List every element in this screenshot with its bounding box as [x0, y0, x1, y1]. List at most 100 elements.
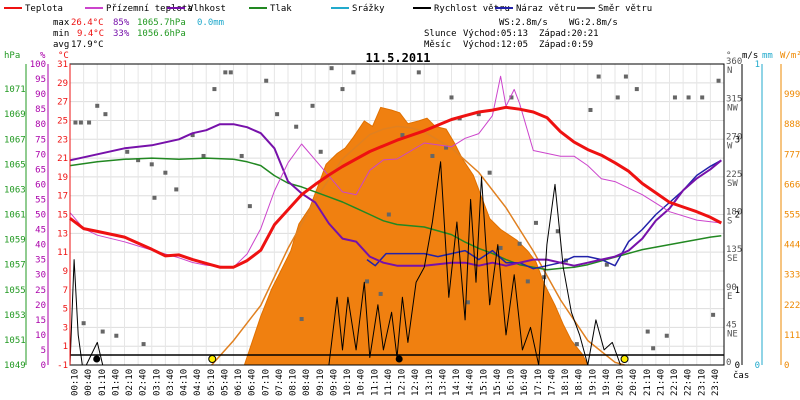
wind-direction-point — [596, 74, 601, 79]
wind-direction-point — [125, 149, 130, 154]
stats-moonrise: Východ:12:05 — [463, 40, 528, 50]
axis-tick-humidity: 55 — [35, 195, 46, 205]
stats-min-humidity: 33% — [113, 29, 130, 39]
wind-direction-point — [299, 317, 304, 322]
time-label: 18:40 — [575, 369, 585, 396]
wind-direction-point — [310, 103, 315, 108]
axis-tick-pressure: 1071 — [4, 85, 26, 95]
wind-direction-point — [212, 87, 217, 92]
axis-tick-direction: 135 — [726, 245, 742, 255]
axis-tick-direction-label: SW — [727, 179, 738, 189]
wind-direction-point — [351, 70, 356, 75]
temperature-line — [69, 105, 722, 269]
time-label: 17:40 — [547, 369, 557, 396]
plot-area: 1049105110531055105710591061106310651067… — [4, 57, 800, 396]
axis-tick-humidity: 45 — [35, 226, 46, 236]
time-label: 06:10 — [234, 369, 244, 396]
wind-direction-point — [223, 70, 228, 75]
solar-radiation-area — [243, 106, 589, 366]
axis-tick-pressure: 1063 — [4, 185, 26, 195]
axis-tick-temperature: 5 — [63, 305, 68, 315]
legend-label-vlhkost: Vlhkost — [188, 4, 226, 14]
time-label: 13:10 — [425, 369, 435, 396]
axis-tick-wind: 2 — [735, 211, 740, 221]
axis-tick-humidity: 70 — [35, 150, 46, 160]
wind-direction-point — [294, 124, 299, 129]
axis-tick-humidity: 0 — [41, 361, 46, 371]
axis-unit-mm: mm — [762, 51, 773, 61]
time-label: 11:40 — [384, 369, 394, 396]
axis-tick-humidity: 90 — [35, 90, 46, 100]
time-label: 15:40 — [493, 369, 503, 396]
axis-tick-pressure: 1053 — [4, 311, 26, 321]
wind-direction-point — [686, 95, 691, 100]
time-label: 03:40 — [166, 369, 176, 396]
time-label: 20:10 — [616, 369, 626, 396]
axis-tick-pressure: 1055 — [4, 286, 26, 296]
axis-tick-rain: 0 — [755, 361, 760, 371]
legend-label-tlak: Tlak — [270, 4, 292, 14]
stats-moonset: Západ:0:59 — [539, 40, 593, 50]
time-label: 14:10 — [452, 369, 462, 396]
wind-direction-point — [542, 275, 547, 280]
wind-direction-point — [201, 153, 206, 158]
stats-moon-label: Měsíc — [424, 40, 451, 50]
wind-direction-point — [318, 149, 323, 154]
moonset-marker — [93, 355, 101, 363]
time-label: 06:40 — [248, 369, 258, 396]
legend-label-rychlost-vetru: Rychlost větru — [434, 4, 510, 14]
axis-tick-temperature: 9 — [63, 267, 68, 277]
left-axes: 1049105110531055105710591061106310651067… — [4, 60, 71, 371]
legend-label-prizemni-teplota: Přízemní teplota — [106, 4, 193, 14]
stats-wind-speed: WS:2.8m/s — [499, 18, 548, 28]
axis-tick-temperature: 25 — [57, 116, 68, 126]
axis-tick-humidity: 35 — [35, 256, 46, 266]
stats-avg-label: avg — [53, 40, 69, 50]
sunrise-marker — [208, 355, 217, 363]
wind-direction-point — [476, 112, 481, 117]
time-label: 01:40 — [111, 369, 121, 396]
legend-label-srazky: Srážky — [352, 4, 385, 14]
wind-direction-point — [651, 346, 656, 351]
axis-tick-humidity: 10 — [35, 331, 46, 341]
axis-tick-direction-label: NW — [727, 104, 738, 114]
wind-direction-point — [615, 95, 620, 100]
time-label: 16:40 — [520, 369, 530, 396]
legend-label-smer-vetru: Směr větru — [598, 4, 652, 14]
wind-direction-point — [711, 312, 716, 317]
wind-direction-point — [114, 333, 119, 338]
axis-tick-temperature: 29 — [57, 79, 68, 89]
time-label: 17:10 — [534, 369, 544, 396]
wind-direction-point — [574, 342, 579, 347]
axis-tick-rain: 1 — [755, 60, 760, 70]
axis-tick-solar: 999 — [784, 90, 800, 100]
ground-temperature-line — [69, 75, 722, 268]
time-label: 12:10 — [398, 369, 408, 396]
time-label: 09:10 — [316, 369, 326, 396]
axis-tick-humidity: 50 — [35, 211, 46, 221]
wind-direction-point — [95, 103, 100, 108]
axis-tick-wind: 0 — [735, 361, 740, 371]
wind-direction-point — [604, 262, 609, 267]
wind-direction-point — [386, 212, 391, 217]
time-label: 11:10 — [370, 369, 380, 396]
wind-direction-point — [264, 78, 269, 83]
stats-avg-temp: 17.9°C — [71, 40, 104, 50]
axis-tick-solar: 0 — [784, 361, 789, 371]
wind-direction-point — [239, 153, 244, 158]
wind-direction-point — [174, 187, 179, 192]
axis-tick-pressure: 1067 — [4, 135, 26, 145]
wind-direction-point — [634, 87, 639, 92]
axis-unit-hpa: hPa — [4, 51, 20, 61]
wind-direction-point — [525, 279, 530, 284]
solar-theoretical-line — [211, 125, 625, 366]
axis-tick-humidity: 20 — [35, 301, 46, 311]
axis-tick-temperature: 1 — [63, 342, 68, 352]
time-label: 04:40 — [193, 369, 203, 396]
axis-tick-direction-label: N — [727, 66, 732, 76]
wind-direction-point — [190, 133, 195, 138]
time-label: 16:10 — [507, 369, 517, 396]
stats-sunset: Západ:20:21 — [539, 29, 599, 39]
axis-tick-solar: 111 — [784, 331, 800, 341]
